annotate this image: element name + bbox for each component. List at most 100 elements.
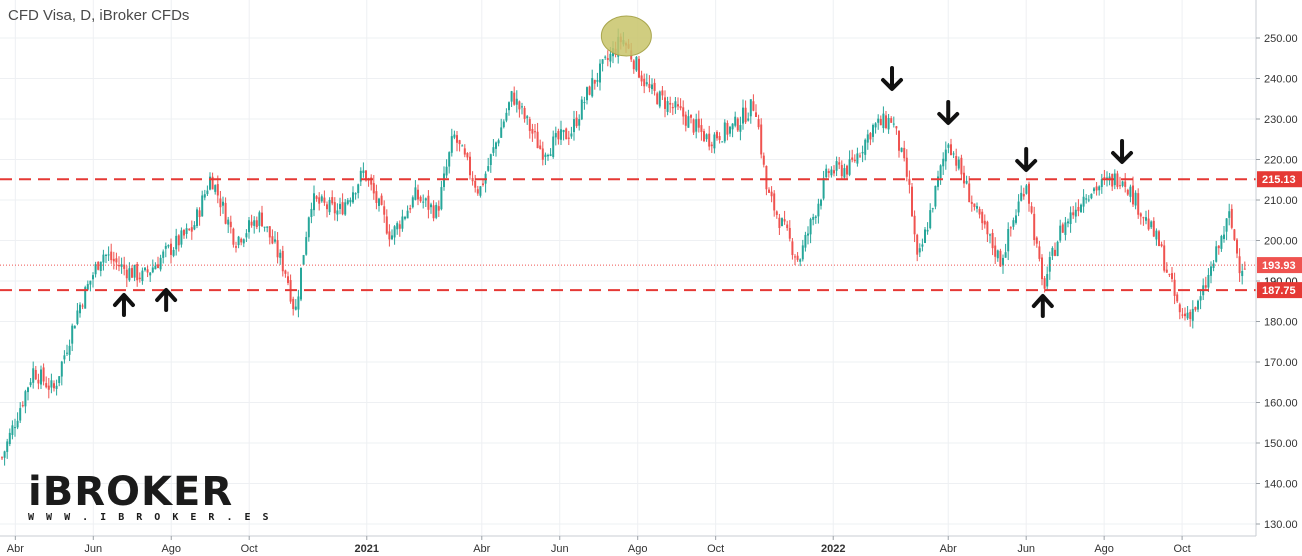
candle-body xyxy=(1181,314,1184,316)
y-tick-label: 200.00 xyxy=(1264,236,1298,248)
candle-body xyxy=(339,203,341,209)
candle-body xyxy=(170,243,172,255)
candle-body xyxy=(851,157,854,160)
candle-body xyxy=(1064,222,1067,235)
candle-body xyxy=(1043,278,1046,289)
candle-body xyxy=(547,154,549,157)
candle-body xyxy=(983,220,986,225)
candle-body xyxy=(242,239,245,244)
candle-body xyxy=(235,246,237,248)
candle-body xyxy=(29,382,32,386)
candle-body xyxy=(255,220,258,228)
candle-body xyxy=(424,198,427,201)
candle-body xyxy=(570,133,573,137)
candle-body xyxy=(757,119,760,128)
candle-body xyxy=(1085,198,1088,200)
candle-body xyxy=(731,123,734,130)
candle-body xyxy=(102,254,105,263)
candle-body xyxy=(1241,271,1244,277)
candle-body xyxy=(931,208,934,210)
candle-body xyxy=(307,217,310,238)
candle-body xyxy=(1051,247,1054,256)
candle-body xyxy=(557,130,560,140)
candle-body xyxy=(216,184,219,196)
candle-body xyxy=(710,144,713,147)
y-tick-label: 230.00 xyxy=(1264,114,1298,126)
candle-body xyxy=(1139,213,1142,217)
candle-body xyxy=(817,203,820,217)
candle-body xyxy=(492,147,495,153)
candle-body xyxy=(305,237,308,255)
candle-body xyxy=(372,183,375,194)
candle-body xyxy=(279,252,282,258)
candle-body xyxy=(1178,304,1181,313)
x-tick-label: 2021 xyxy=(355,543,379,555)
candle-body xyxy=(315,196,318,199)
candle-body xyxy=(313,193,315,211)
candle-body xyxy=(40,369,42,385)
candle-body xyxy=(900,147,903,152)
y-tick-label: 170.00 xyxy=(1264,357,1298,369)
candle-body xyxy=(237,236,240,246)
y-tick-label: 180.00 xyxy=(1264,317,1298,329)
candle-body xyxy=(700,125,703,133)
candle-body xyxy=(934,185,937,207)
candle-body xyxy=(1171,273,1173,279)
candle-body xyxy=(318,197,321,204)
candle-body xyxy=(674,101,677,108)
candle-body xyxy=(664,97,666,109)
candle-body xyxy=(853,159,856,162)
candle-body xyxy=(1134,192,1137,206)
candle-body xyxy=(107,254,110,256)
candle-body xyxy=(905,157,908,177)
candle-body xyxy=(32,368,35,383)
x-tick-label: Oct xyxy=(1174,543,1191,555)
candle-body xyxy=(1098,186,1101,191)
candle-body xyxy=(955,156,958,166)
candle-body xyxy=(1124,181,1127,187)
candle-body xyxy=(1228,211,1231,218)
candle-body xyxy=(11,425,14,435)
candle-body xyxy=(24,391,27,407)
candle-body xyxy=(1090,193,1093,199)
candle-body xyxy=(859,155,861,157)
candle-body xyxy=(63,355,66,360)
candlesticks xyxy=(1,28,1246,466)
candle-body xyxy=(601,59,604,64)
up-arrow-icon xyxy=(1031,294,1054,318)
logo-url: W W W . I B R O K E R . E S xyxy=(28,512,272,523)
candle-body xyxy=(1132,185,1134,205)
candle-body xyxy=(1074,209,1077,217)
candle-body xyxy=(357,184,360,194)
x-tick-label: Jun xyxy=(84,543,102,555)
candle-body xyxy=(1233,229,1236,240)
candle-body xyxy=(1082,196,1085,207)
candle-body xyxy=(42,367,45,382)
candle-body xyxy=(804,234,807,248)
candle-body xyxy=(1020,192,1023,201)
candle-body xyxy=(406,210,409,219)
candle-body xyxy=(27,387,29,393)
candle-body xyxy=(968,183,971,203)
candle-body xyxy=(50,380,53,388)
candle-body xyxy=(528,119,531,131)
candle-body xyxy=(768,189,770,193)
candle-body xyxy=(697,118,700,128)
candle-body xyxy=(378,198,380,206)
candle-body xyxy=(807,233,809,236)
candle-body xyxy=(939,165,942,178)
candle-body xyxy=(908,178,911,185)
candle-body xyxy=(326,204,328,210)
candle-body xyxy=(661,90,664,96)
candle-body xyxy=(487,166,490,171)
candle-body xyxy=(1142,217,1145,219)
candle-body xyxy=(341,202,344,215)
candle-body xyxy=(526,116,529,119)
candle-body xyxy=(1223,234,1225,239)
x-tick-label: Abr xyxy=(940,543,957,555)
candle-body xyxy=(495,142,497,149)
up-arrow-icon xyxy=(155,288,178,312)
candle-body xyxy=(1152,220,1155,237)
candle-body xyxy=(1025,185,1028,194)
candle-body xyxy=(856,153,859,164)
